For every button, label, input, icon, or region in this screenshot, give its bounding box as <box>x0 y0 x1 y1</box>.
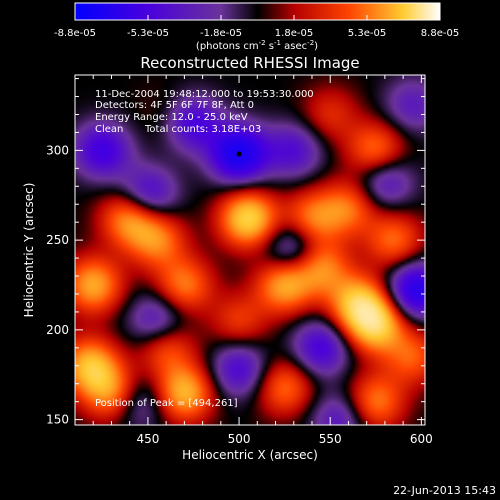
colorbar-unit: (photons cm-2 s-1 asec-2) <box>196 39 318 52</box>
colorbar-tick-label: -8.8e-05 <box>54 28 96 39</box>
x-tick-label: 600 <box>410 432 433 446</box>
x-tick-label: 450 <box>136 432 159 446</box>
chart-title: Reconstructed RHESSI Image <box>140 54 359 72</box>
y-axis-ticks: 150 200 250 300 <box>46 78 425 427</box>
heatmap-image <box>75 75 425 425</box>
y-tick-label: 200 <box>46 323 69 337</box>
y-tick-label: 150 <box>46 413 69 427</box>
x-axis-label: Heliocentric X (arcsec) <box>182 448 318 462</box>
annotation-energy: Energy Range: 12.0 - 25.0 keV <box>95 112 248 123</box>
colorbar-tick-label: 5.3e-05 <box>348 28 386 39</box>
x-tick-label: 550 <box>319 432 342 446</box>
colorbar <box>74 2 441 21</box>
colorbar-ticks: -8.8e-05 -5.3e-05 -1.8e-05 1.8e-05 5.3e-05 8.… <box>54 15 459 39</box>
annotation-total-counts: Total counts: 3.18E+03 <box>144 124 261 135</box>
annotation-peak: Position of Peak = [494,261] <box>95 398 238 409</box>
footer-date: 22-Jun-2013 15:43 <box>393 484 496 497</box>
x-tick-label: 500 <box>228 432 251 446</box>
annotation-clean: Clean <box>95 124 123 135</box>
colorbar-tick-label: 1.8e-05 <box>275 28 313 39</box>
peak-marker <box>236 151 242 157</box>
colorbar-tick-label: 8.8e-05 <box>421 28 459 39</box>
x-axis-ticks: 450 500 550 600 <box>74 75 433 446</box>
plot-frame <box>74 74 426 426</box>
y-tick-label: 250 <box>46 233 69 247</box>
annotation-time-range: 11-Dec-2004 19:48:12.000 to 19:53:30.000 <box>95 89 314 100</box>
colorbar-tick-label: -5.3e-05 <box>127 28 169 39</box>
colorbar-tick-label: -1.8e-05 <box>200 28 242 39</box>
y-axis-label: Heliocentric Y (arcsec) <box>22 183 36 318</box>
y-tick-label: 300 <box>46 143 69 157</box>
annotation-detectors: Detectors: 4F 5F 6F 7F 8F, Att 0 <box>95 100 254 111</box>
